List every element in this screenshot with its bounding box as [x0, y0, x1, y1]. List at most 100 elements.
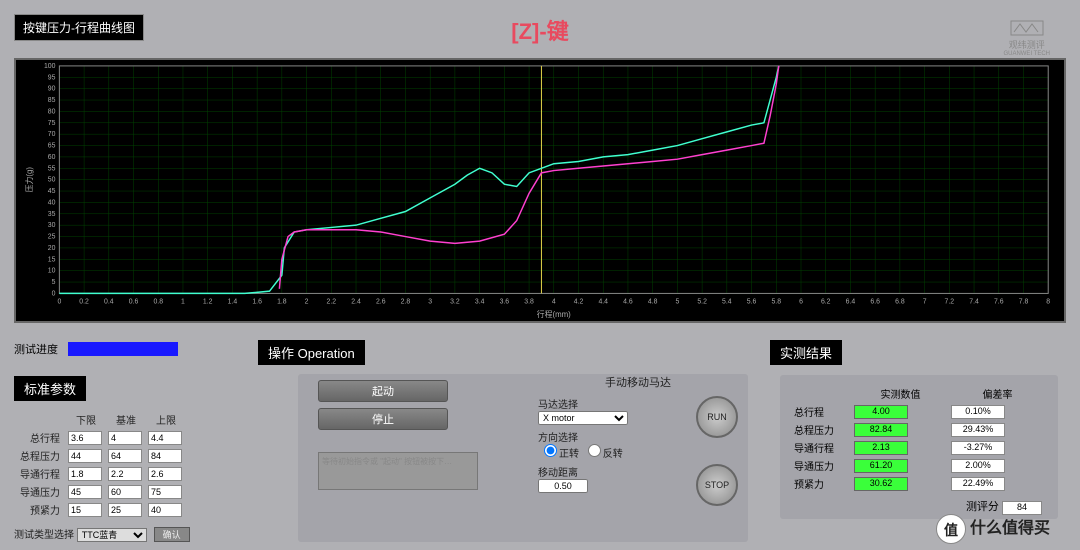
res-value: 61.20 [854, 459, 908, 473]
svg-text:3: 3 [428, 298, 432, 305]
svg-text:0.4: 0.4 [104, 298, 114, 305]
svg-text:80: 80 [48, 108, 56, 115]
std-hi-input[interactable] [148, 485, 182, 499]
res-row-label: 预紧力 [794, 476, 850, 491]
svg-text:2: 2 [305, 298, 309, 305]
std-lo-input[interactable] [68, 431, 102, 445]
std-base-input[interactable] [108, 467, 142, 481]
dir-rev-radio[interactable] [588, 444, 601, 457]
res-dev: -3.27% [951, 441, 1005, 455]
std-lo-input[interactable] [68, 485, 102, 499]
standard-title: 标准参数 [14, 376, 86, 401]
svg-text:0: 0 [52, 290, 56, 297]
dir-label: 方向选择 [538, 433, 578, 444]
std-row-label: 预紧力 [18, 502, 64, 517]
svg-text:95: 95 [48, 74, 56, 81]
dir-fwd-radio[interactable] [544, 444, 557, 457]
res-dev: 0.10% [951, 405, 1005, 419]
score-label: 测评分 [966, 501, 999, 513]
svg-text:60: 60 [48, 154, 56, 161]
std-base-input[interactable] [108, 449, 142, 463]
res-dev: 29.43% [951, 423, 1005, 437]
main-title: [Z]-键 [511, 14, 568, 46]
type-label: 测试类型选择 [14, 530, 74, 541]
logo-icon [1010, 20, 1044, 36]
dist-input[interactable] [538, 479, 588, 493]
svg-text:1.4: 1.4 [228, 298, 238, 305]
watermark-text: 什么值得买 [970, 520, 1050, 537]
std-hdr-lo: 下限 [68, 412, 104, 427]
svg-text:4.8: 4.8 [648, 298, 658, 305]
svg-text:3.4: 3.4 [475, 298, 485, 305]
watermark: 值什么值得买 [936, 514, 1050, 544]
motor-title: 手动移动马达 [538, 374, 738, 390]
svg-text:6.4: 6.4 [846, 298, 856, 305]
svg-text:35: 35 [48, 211, 56, 218]
standard-table: 下限 基准 上限 总行程 总程压力 导通行程 导通压力 预紧力 [14, 409, 188, 520]
svg-text:85: 85 [48, 97, 56, 104]
svg-text:100: 100 [44, 63, 56, 70]
svg-text:5.6: 5.6 [747, 298, 757, 305]
svg-text:5: 5 [675, 298, 679, 305]
operation-title: 操作 Operation [258, 340, 365, 365]
std-base-input[interactable] [108, 503, 142, 517]
svg-text:7.8: 7.8 [1019, 298, 1029, 305]
std-lo-input[interactable] [68, 449, 102, 463]
svg-text:20: 20 [48, 245, 56, 252]
svg-text:2.2: 2.2 [327, 298, 337, 305]
std-lo-input[interactable] [68, 503, 102, 517]
svg-text:7.2: 7.2 [945, 298, 955, 305]
std-row-label: 导通压力 [18, 484, 64, 499]
svg-text:45: 45 [48, 188, 56, 195]
svg-text:6.8: 6.8 [895, 298, 905, 305]
res-dev: 22.49% [951, 477, 1005, 491]
res-row-label: 总程压力 [794, 422, 850, 437]
svg-text:4.6: 4.6 [623, 298, 633, 305]
dir-rev-label: 反转 [603, 449, 623, 460]
std-lo-input[interactable] [68, 467, 102, 481]
progress-label: 测试进度 [14, 344, 58, 356]
dir-fwd-label: 正转 [559, 449, 579, 460]
svg-text:55: 55 [48, 165, 56, 172]
stop-button[interactable]: 停止 [318, 408, 448, 430]
svg-text:6.2: 6.2 [821, 298, 831, 305]
std-hdr-hi: 上限 [148, 412, 184, 427]
svg-text:3.8: 3.8 [524, 298, 534, 305]
svg-text:3.2: 3.2 [450, 298, 460, 305]
run-button[interactable]: RUN [696, 396, 738, 438]
operation-hint: 等待初始指令或 "起动" 按钮被按下… [318, 452, 478, 490]
confirm-button[interactable]: 确认 [154, 527, 190, 542]
res-value: 2.13 [854, 441, 908, 455]
svg-text:1: 1 [181, 298, 185, 305]
std-hi-input[interactable] [148, 467, 182, 481]
res-value: 30.62 [854, 477, 908, 491]
std-hdr-base: 基准 [108, 412, 144, 427]
svg-text:2.6: 2.6 [376, 298, 386, 305]
std-base-input[interactable] [108, 485, 142, 499]
svg-text:5.2: 5.2 [697, 298, 707, 305]
motor-select[interactable]: X motor [538, 411, 628, 425]
svg-text:行程(mm): 行程(mm) [537, 309, 571, 319]
svg-text:0.8: 0.8 [153, 298, 163, 305]
logo-text-2: GUANWEI TECH [1003, 51, 1050, 57]
svg-text:2.8: 2.8 [401, 298, 411, 305]
svg-text:压力(g): 压力(g) [24, 167, 34, 193]
std-base-input[interactable] [108, 431, 142, 445]
svg-text:25: 25 [48, 234, 56, 241]
std-hi-input[interactable] [148, 449, 182, 463]
type-select[interactable]: TTC蓝青 [77, 528, 147, 542]
std-hi-input[interactable] [148, 503, 182, 517]
res-dev: 2.00% [951, 459, 1005, 473]
score-value: 84 [1002, 501, 1042, 515]
svg-text:40: 40 [48, 199, 56, 206]
results-section: 实测结果 实测数值 偏差率 总行程 4.00 0.10%总程压力 82.84 2… [770, 340, 1070, 519]
res-row-label: 总行程 [794, 404, 850, 419]
svg-text:5: 5 [52, 279, 56, 286]
logo-text-1: 观纬测评 [1003, 38, 1050, 51]
start-button[interactable]: 起动 [318, 380, 448, 402]
std-hi-input[interactable] [148, 431, 182, 445]
res-value: 82.84 [854, 423, 908, 437]
svg-text:6.6: 6.6 [870, 298, 880, 305]
stop-round-button[interactable]: STOP [696, 464, 738, 506]
brand-logo: 观纬测评 GUANWEI TECH [1003, 20, 1050, 57]
